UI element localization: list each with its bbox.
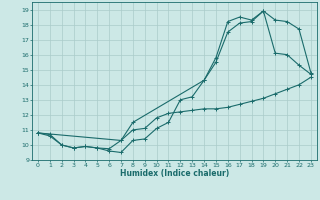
X-axis label: Humidex (Indice chaleur): Humidex (Indice chaleur): [120, 169, 229, 178]
